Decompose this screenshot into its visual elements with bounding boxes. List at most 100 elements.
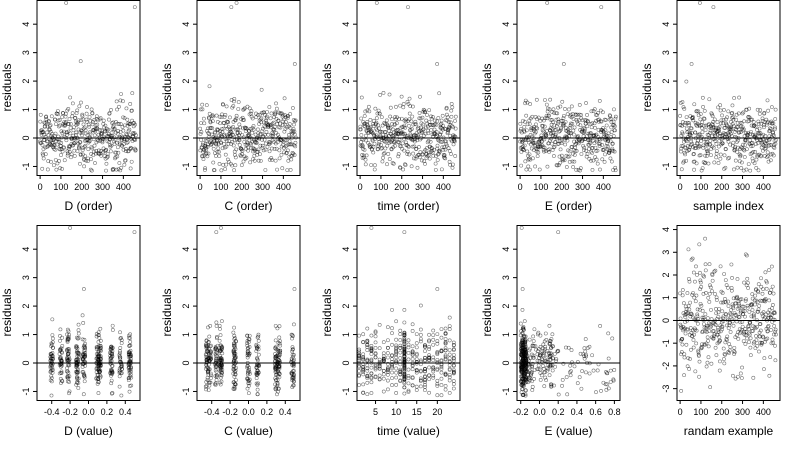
data-point	[390, 376, 394, 381]
data-point	[439, 370, 444, 375]
data-point	[129, 109, 134, 113]
y-tick-label: 1	[181, 332, 191, 337]
data-point	[207, 84, 212, 89]
data-point	[550, 332, 555, 337]
data-point	[693, 120, 698, 125]
data-point	[358, 143, 363, 148]
data-point	[361, 332, 366, 337]
data-point	[536, 115, 541, 120]
data-point	[562, 113, 566, 118]
data-point	[752, 161, 757, 166]
data-point	[373, 163, 377, 168]
data-point	[423, 369, 427, 374]
data-point	[414, 360, 419, 365]
data-point	[58, 348, 63, 353]
data-point	[107, 111, 112, 116]
data-point	[80, 313, 85, 318]
data-point	[694, 161, 699, 166]
data-point	[208, 380, 213, 385]
data-point	[701, 291, 706, 296]
data-point	[431, 333, 436, 338]
data-point	[745, 135, 750, 140]
data-point	[74, 130, 79, 135]
data-point	[587, 371, 592, 376]
data-point	[741, 110, 746, 115]
data-point	[447, 338, 452, 343]
data-point	[255, 368, 260, 373]
data-point	[373, 345, 378, 350]
data-point	[751, 124, 756, 129]
data-point	[217, 162, 222, 166]
data-point	[772, 324, 777, 328]
data-point	[291, 127, 296, 131]
data-point	[255, 127, 260, 132]
data-point	[770, 337, 775, 342]
data-point	[427, 365, 432, 370]
data-point	[120, 367, 124, 371]
data-point	[763, 339, 767, 344]
data-point	[112, 126, 117, 131]
data-point	[756, 307, 761, 312]
data-point	[746, 162, 751, 167]
data-point	[94, 149, 99, 153]
data-point	[763, 270, 768, 275]
data-point	[711, 5, 716, 10]
data-point	[594, 157, 599, 162]
data-point	[413, 119, 418, 124]
data-point	[608, 380, 613, 384]
data-point	[390, 383, 394, 387]
data-point	[357, 383, 361, 387]
data-point	[690, 256, 695, 261]
data-point	[119, 371, 124, 376]
data-point	[688, 130, 693, 135]
data-point	[412, 144, 417, 149]
data-point	[261, 148, 266, 153]
data-point	[443, 156, 448, 161]
data-point	[600, 143, 604, 147]
data-point	[728, 345, 733, 349]
data-point	[741, 304, 746, 309]
data-point	[119, 336, 123, 340]
data-point	[53, 131, 58, 136]
data-point	[553, 140, 558, 145]
data-point	[553, 133, 557, 138]
data-point	[110, 351, 115, 356]
data-point	[549, 384, 554, 389]
data-point	[559, 127, 563, 132]
data-point	[245, 334, 250, 338]
data-point	[273, 111, 278, 116]
data-point	[613, 165, 618, 170]
data-point	[263, 147, 268, 152]
data-point	[245, 353, 250, 358]
y-tick-label: 1	[661, 295, 671, 300]
data-point	[735, 150, 740, 154]
data-point	[360, 144, 365, 149]
data-point	[263, 141, 268, 146]
data-point	[357, 358, 361, 363]
data-point	[453, 118, 457, 123]
data-point	[378, 130, 382, 134]
data-point	[394, 337, 399, 342]
data-point	[369, 380, 374, 385]
data-point	[706, 344, 711, 349]
data-point	[81, 392, 86, 397]
data-point	[717, 335, 722, 340]
data-point	[536, 363, 541, 368]
data-point	[692, 102, 697, 107]
data-point	[609, 159, 614, 164]
data-point	[98, 375, 103, 380]
data-point	[708, 130, 713, 135]
data-point	[446, 128, 451, 133]
data-point	[709, 153, 713, 158]
data-point	[699, 303, 704, 308]
data-point	[754, 338, 759, 343]
data-point	[130, 91, 135, 96]
data-point	[611, 168, 616, 172]
data-point	[543, 375, 548, 380]
data-point	[773, 138, 778, 143]
data-point	[764, 280, 769, 285]
data-point	[574, 141, 578, 146]
data-point	[537, 139, 542, 144]
data-point	[117, 349, 122, 353]
data-point	[214, 113, 219, 118]
